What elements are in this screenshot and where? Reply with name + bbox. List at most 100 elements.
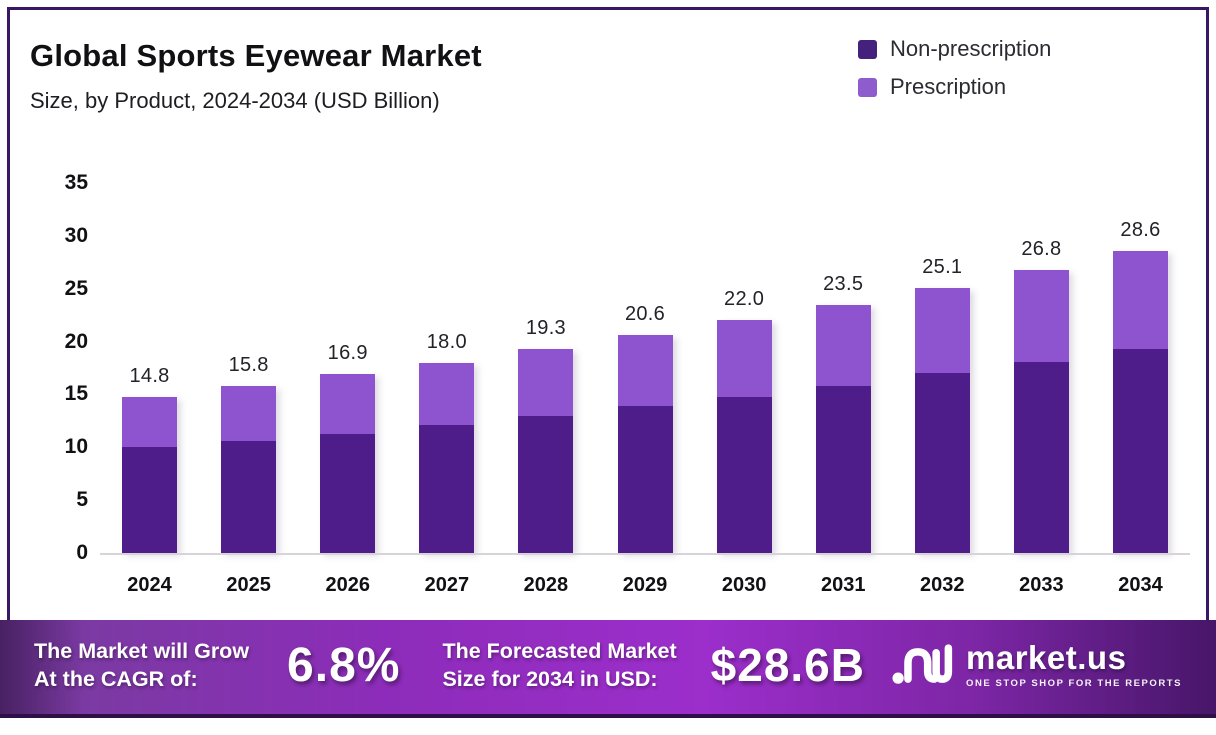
bar-total-label: 28.6 xyxy=(1120,218,1161,241)
x-axis-label-2033: 2033 xyxy=(1019,574,1064,596)
x-axis-label-2025: 2025 xyxy=(226,574,271,596)
bar-group-2029: 20.6 xyxy=(595,303,694,553)
y-axis-tick: 5 xyxy=(76,488,88,512)
x-axis-label-2026: 2026 xyxy=(325,574,370,596)
x-axis-line xyxy=(100,553,1190,555)
bar-group-2025: 15.8 xyxy=(199,354,298,553)
bar-group-2030: 22.0 xyxy=(695,288,794,553)
non-prescription-segment xyxy=(221,440,277,553)
prescription-segment xyxy=(815,304,871,386)
plot-area: 14.8 15.8 16.9 18.0 19.3 20.6 22.0 23.5 25.1 26.8… xyxy=(100,183,1190,555)
x-axis-label-2027: 2027 xyxy=(424,574,470,596)
brand-text: market.us ONE STOP SHOP FOR THE REPORTS xyxy=(966,641,1182,689)
cagr-value: 6.8% xyxy=(287,638,401,692)
non-prescription-segment xyxy=(320,433,376,553)
chart-header: Global Sports Eyewear Market Size, by Pr… xyxy=(30,38,482,114)
prescription-segment xyxy=(716,320,772,397)
legend-swatch-icon xyxy=(858,77,877,97)
stacked-bar-chart: 35 30 25 20 15 10 5 0 14.8 15.8 16.9 18.0 19.3 20.6 2… xyxy=(28,172,1190,597)
bar-total-label: 25.1 xyxy=(922,255,963,278)
x-axis-label-2029: 2029 xyxy=(622,574,668,596)
legend-item: Prescription xyxy=(858,74,1051,100)
bar-group-2027: 18.0 xyxy=(397,331,496,553)
y-axis-tick: 10 xyxy=(64,435,88,459)
non-prescription-segment xyxy=(617,406,673,553)
prescription-segment xyxy=(1112,250,1168,349)
x-axis-label-2024: 2024 xyxy=(127,574,172,596)
prescription-segment xyxy=(617,335,673,407)
y-axis-tick: 0 xyxy=(76,541,88,564)
bar-total-label: 19.3 xyxy=(525,316,566,339)
stacked-bar xyxy=(1013,269,1069,553)
non-prescription-segment xyxy=(815,385,871,553)
forecast-label-line2: Size for 2034 in USD: xyxy=(442,667,658,691)
legend-label: Prescription xyxy=(890,74,1007,99)
stacked-bar xyxy=(320,374,376,553)
bar-group-2028: 19.3 xyxy=(496,317,595,553)
x-axis-label-2028: 2028 xyxy=(523,574,569,596)
non-prescription-segment xyxy=(419,425,475,553)
stacked-bar xyxy=(914,287,970,553)
stacked-bar xyxy=(716,320,772,553)
x-axis-label-2034: 2034 xyxy=(1118,574,1163,596)
stacked-bar xyxy=(1112,250,1168,553)
bar-group-2032: 25.1 xyxy=(893,256,992,553)
y-axis-tick: 20 xyxy=(64,329,88,353)
bar-group-2026: 16.9 xyxy=(298,342,397,553)
bar-total-label: 20.6 xyxy=(624,303,666,326)
brand-lockup: market.us ONE STOP SHOP FOR THE REPORTS xyxy=(892,639,1182,691)
bar-total-label: 15.8 xyxy=(228,353,269,376)
bar-group-2031: 23.5 xyxy=(794,273,893,553)
prescription-segment xyxy=(419,362,475,426)
y-axis-tick: 30 xyxy=(64,223,88,247)
prescription-segment xyxy=(122,396,178,448)
legend-label: Non-prescription xyxy=(890,36,1052,61)
legend-item: Non-prescription xyxy=(858,36,1051,62)
y-axis: 35 30 25 20 15 10 5 0 xyxy=(28,172,88,564)
x-axis-label-2031: 2031 xyxy=(820,574,866,596)
non-prescription-segment xyxy=(914,373,970,553)
brand-tagline: ONE STOP SHOP FOR THE REPORTS xyxy=(966,678,1182,689)
non-prescription-segment xyxy=(716,396,772,553)
prescription-segment xyxy=(1013,269,1069,362)
bar-total-label: 23.5 xyxy=(823,272,864,295)
bar-group-2034: 28.6 xyxy=(1091,219,1190,553)
prescription-segment xyxy=(320,374,376,434)
footer-banner: The Market will Grow At the CAGR of: 6.8… xyxy=(0,620,1216,718)
forecast-label-line1: The Forecasted Market xyxy=(442,638,677,663)
x-axis-labels: 2024 2025 2026 2027 2028 2029 2030 2031 2032 2033… xyxy=(100,574,1190,597)
stacked-bar xyxy=(518,348,574,553)
bar-total-label: 16.9 xyxy=(327,342,368,365)
non-prescription-segment xyxy=(518,415,574,553)
bar-total-label: 18.0 xyxy=(426,330,467,353)
legend: Non-prescription Prescription xyxy=(858,36,1051,100)
prescription-segment xyxy=(914,287,970,374)
market-us-logo-icon xyxy=(892,644,953,684)
stacked-bar xyxy=(122,396,178,553)
stacked-bar xyxy=(419,362,475,553)
non-prescription-segment xyxy=(122,447,178,553)
bar-group-2033: 26.8 xyxy=(992,238,1091,553)
stacked-bar xyxy=(221,385,277,553)
y-axis-tick: 15 xyxy=(64,382,88,406)
forecast-label: The Forecasted Market Size for 2034 in U… xyxy=(442,637,676,694)
y-axis-tick: 25 xyxy=(64,276,88,300)
page-subtitle: Size, by Product, 2024-2034 (USD Billion… xyxy=(30,88,440,113)
x-axis-label-2032: 2032 xyxy=(920,574,965,596)
legend-swatch-icon xyxy=(858,39,877,59)
bar-group-2024: 14.8 xyxy=(100,365,199,553)
forecast-value: $28.6B xyxy=(710,639,865,691)
cagr-label: The Market will Grow At the CAGR of: xyxy=(34,637,249,694)
y-axis-tick: 35 xyxy=(64,171,88,194)
stacked-bar xyxy=(617,335,673,553)
cagr-label-line1: The Market will Grow xyxy=(34,638,250,663)
stacked-bar xyxy=(815,304,871,553)
non-prescription-segment xyxy=(1013,361,1069,553)
prescription-segment xyxy=(518,348,574,416)
cagr-label-line2: At the CAGR of: xyxy=(34,667,198,691)
prescription-segment xyxy=(221,385,277,441)
bar-total-label: 22.0 xyxy=(724,288,765,311)
bar-total-label: 14.8 xyxy=(129,364,170,387)
bar-total-label: 26.8 xyxy=(1021,237,1062,260)
page-title: Global Sports Eyewear Market xyxy=(30,38,482,73)
